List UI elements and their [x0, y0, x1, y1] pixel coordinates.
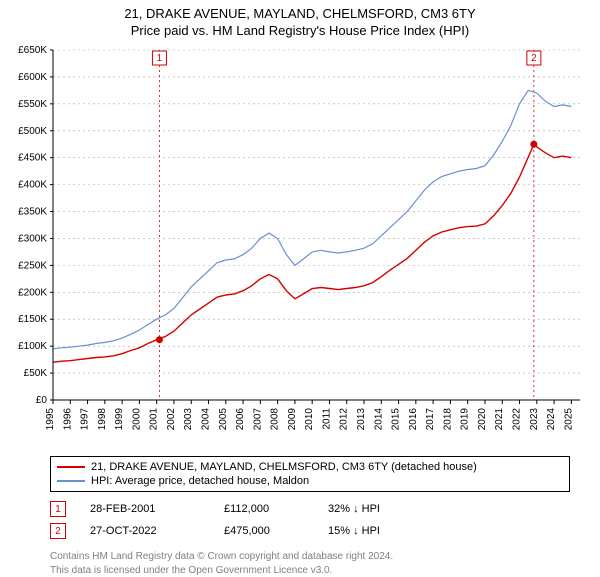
svg-text:£300K: £300K	[18, 233, 47, 244]
svg-text:£50K: £50K	[24, 368, 48, 379]
svg-text:2000: 2000	[131, 408, 142, 431]
marker-row-badge: 2	[50, 523, 66, 539]
svg-text:£400K: £400K	[18, 180, 47, 191]
svg-text:£0: £0	[36, 395, 48, 406]
svg-text:2013: 2013	[356, 408, 367, 431]
svg-text:2001: 2001	[149, 408, 160, 431]
svg-text:£600K: £600K	[18, 72, 47, 83]
svg-text:2017: 2017	[425, 408, 436, 431]
svg-text:2021: 2021	[494, 408, 505, 431]
marker-point-1	[156, 336, 163, 343]
chart-titles: 21, DRAKE AVENUE, MAYLAND, CHELMSFORD, C…	[0, 0, 600, 40]
svg-text:2023: 2023	[529, 408, 540, 431]
svg-text:2016: 2016	[408, 408, 419, 431]
svg-text:£650K: £650K	[18, 45, 47, 56]
marker-row-date: 28-FEB-2001	[90, 503, 200, 515]
chart-svg: £0 £50K £100K £150K £200K £250K £300K £350K £400…	[0, 40, 600, 450]
svg-text:2008: 2008	[270, 408, 281, 431]
svg-text:2011: 2011	[321, 408, 332, 430]
svg-text:1996: 1996	[62, 408, 73, 431]
marker-table: 1 28-FEB-2001 £112,000 32% ↓ HPI 2 27-OCT-202…	[50, 498, 570, 542]
marker-row-date: 27-OCT-2022	[90, 525, 200, 537]
legend-item: 21, DRAKE AVENUE, MAYLAND, CHELMSFORD, C…	[57, 460, 563, 474]
svg-text:2012: 2012	[339, 408, 350, 431]
svg-text:£100K: £100K	[18, 341, 47, 352]
svg-text:2025: 2025	[563, 408, 574, 431]
svg-text:2003: 2003	[183, 408, 194, 431]
legend-swatch	[57, 480, 85, 482]
svg-text:2020: 2020	[477, 408, 488, 431]
chart-container: 21, DRAKE AVENUE, MAYLAND, CHELMSFORD, C…	[0, 0, 600, 577]
svg-text:2022: 2022	[512, 408, 523, 431]
svg-text:2019: 2019	[460, 408, 471, 431]
legend-swatch	[57, 466, 85, 468]
svg-text:2014: 2014	[373, 408, 384, 431]
legend-item: HPI: Average price, detached house, Mald…	[57, 474, 563, 488]
marker-row-delta: 32% ↓ HPI	[328, 503, 438, 515]
svg-text:2004: 2004	[201, 408, 212, 431]
legend-label: HPI: Average price, detached house, Mald…	[91, 475, 309, 487]
footer-attribution: Contains HM Land Registry data © Crown c…	[50, 550, 570, 577]
svg-text:£500K: £500K	[18, 126, 47, 137]
svg-text:2015: 2015	[391, 408, 402, 431]
svg-text:2009: 2009	[287, 408, 298, 431]
footer-line2: This data is licensed under the Open Gov…	[50, 564, 570, 577]
svg-text:1999: 1999	[114, 408, 125, 431]
svg-text:£350K: £350K	[18, 207, 47, 218]
title-line1: 21, DRAKE AVENUE, MAYLAND, CHELMSFORD, C…	[0, 6, 600, 21]
marker-row-delta: 15% ↓ HPI	[328, 525, 438, 537]
svg-text:2024: 2024	[546, 408, 557, 431]
title-line2: Price paid vs. HM Land Registry's House …	[0, 23, 600, 38]
marker-row: 1 28-FEB-2001 £112,000 32% ↓ HPI	[50, 498, 570, 520]
svg-text:£250K: £250K	[18, 260, 47, 271]
svg-text:2007: 2007	[252, 408, 263, 431]
svg-text:2005: 2005	[218, 408, 229, 431]
legend-label: 21, DRAKE AVENUE, MAYLAND, CHELMSFORD, C…	[91, 461, 477, 473]
svg-text:1997: 1997	[80, 408, 91, 431]
svg-text:2006: 2006	[235, 408, 246, 431]
marker-row-price: £475,000	[224, 525, 304, 537]
svg-text:£150K: £150K	[18, 314, 47, 325]
chart-plot-area: £0 £50K £100K £150K £200K £250K £300K £350K £400…	[0, 40, 600, 450]
svg-text:2018: 2018	[442, 408, 453, 431]
svg-text:2010: 2010	[304, 408, 315, 431]
svg-text:£550K: £550K	[18, 99, 47, 110]
svg-text:2002: 2002	[166, 408, 177, 431]
footer-line1: Contains HM Land Registry data © Crown c…	[50, 550, 570, 564]
svg-text:1998: 1998	[97, 408, 108, 431]
svg-text:£450K: £450K	[18, 153, 47, 164]
legend-box: 21, DRAKE AVENUE, MAYLAND, CHELMSFORD, C…	[50, 456, 570, 492]
svg-text:1995: 1995	[45, 408, 56, 431]
marker-row-badge: 1	[50, 501, 66, 517]
marker-row: 2 27-OCT-2022 £475,000 15% ↓ HPI	[50, 520, 570, 542]
svg-text:£200K: £200K	[18, 287, 47, 298]
marker-point-2	[530, 141, 537, 148]
svg-text:2: 2	[531, 53, 537, 64]
marker-row-price: £112,000	[224, 503, 304, 515]
svg-text:1: 1	[157, 53, 163, 64]
